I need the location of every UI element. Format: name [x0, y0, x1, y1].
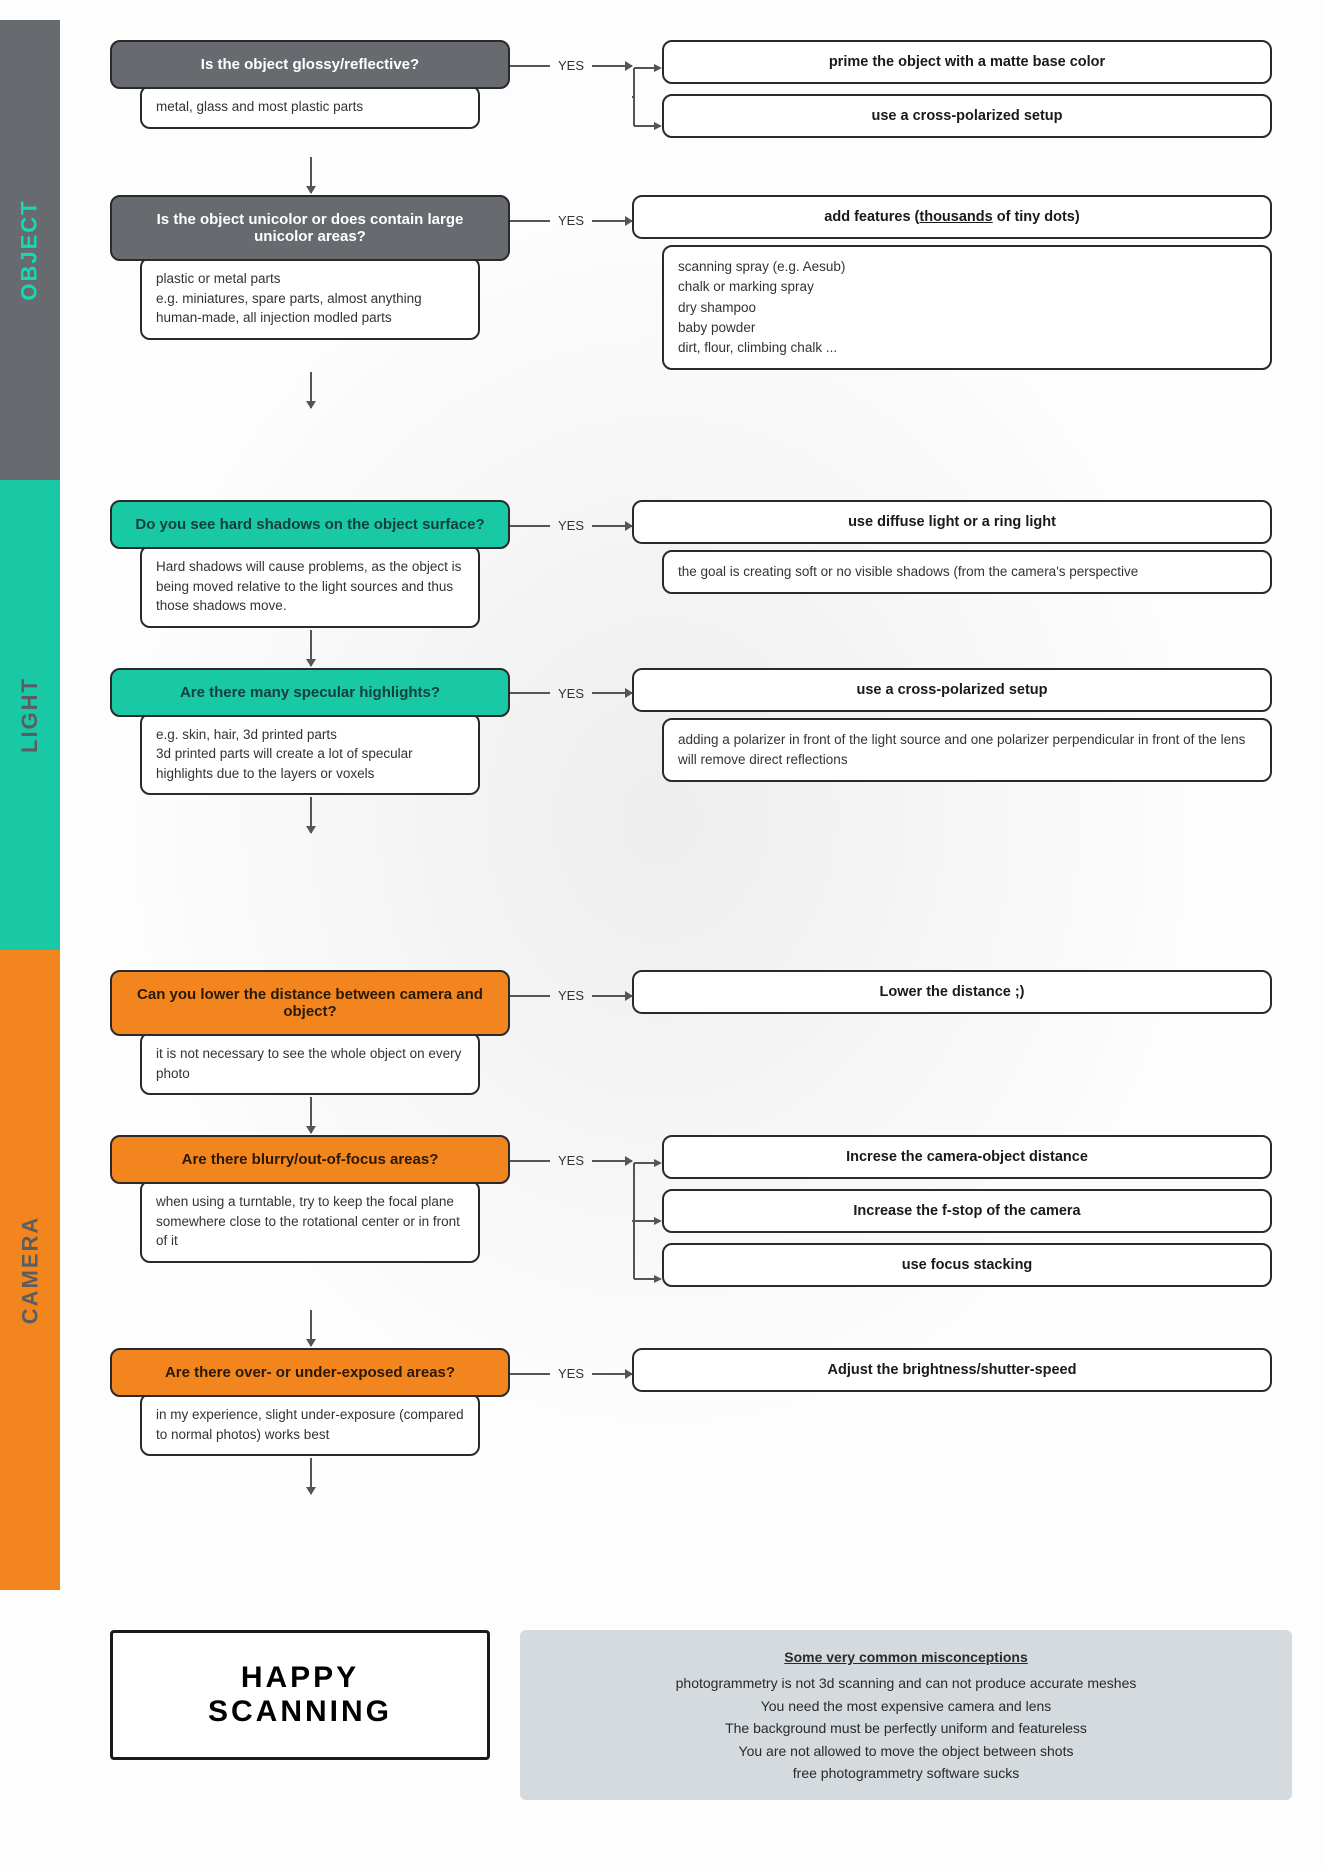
- question-subtext: e.g. skin, hair, 3d printed parts3d prin…: [140, 713, 480, 796]
- question-block: Can you lower the distance between camer…: [110, 970, 510, 1095]
- connector-yes: YES: [510, 668, 632, 701]
- decision-row: Are there over- or under-exposed areas?i…: [110, 1348, 1272, 1456]
- connector-yes: YES: [510, 40, 632, 73]
- answer-column: Adjust the brightness/shutter-speed: [632, 1348, 1272, 1392]
- branch-bracket: [632, 40, 662, 155]
- decision-row: Are there many specular highlights?e.g. …: [110, 668, 1272, 796]
- flowchart: OBJECT LIGHT CAMERA Is the object glossy/r…: [0, 0, 1322, 1610]
- answer-node: Increase the f-stop of the camera: [662, 1189, 1272, 1233]
- question-block: Are there over- or under-exposed areas?i…: [110, 1348, 510, 1456]
- yes-label: YES: [550, 213, 592, 228]
- answer-node: Increse the camera-object distance: [662, 1135, 1272, 1179]
- section-rails: OBJECT LIGHT CAMERA: [0, 20, 60, 1590]
- question-subtext: plastic or metal partse.g. miniatures, s…: [140, 257, 480, 340]
- question-block: Is the object unicolor or does contain l…: [110, 195, 510, 340]
- question-node: Do you see hard shadows on the object su…: [110, 500, 510, 549]
- down-arrow: [310, 1310, 312, 1346]
- connector-yes: YES: [510, 1135, 632, 1168]
- down-arrow: [310, 372, 312, 408]
- question-subtext: metal, glass and most plastic parts: [140, 85, 480, 129]
- rail-label-light: LIGHT: [17, 677, 43, 753]
- section-light: Do you see hard shadows on the object su…: [60, 480, 1302, 950]
- answer-node: use a cross-polarized setup: [632, 668, 1272, 712]
- rail-object: OBJECT: [0, 20, 60, 480]
- down-arrow: [310, 630, 312, 666]
- yes-label: YES: [550, 1366, 592, 1381]
- answer-subtext: the goal is creating soft or no visible …: [662, 550, 1272, 594]
- decision-row: Are there blurry/out-of-focus areas?when…: [110, 1135, 1272, 1308]
- misc-line: You need the most expensive camera and l…: [544, 1695, 1268, 1717]
- decision-row: Is the object glossy/reflective?metal, g…: [110, 40, 1272, 155]
- answer-subtext: adding a polarizer in front of the light…: [662, 718, 1272, 783]
- question-node: Are there over- or under-exposed areas?: [110, 1348, 510, 1397]
- down-arrow: [310, 157, 312, 193]
- section-object: Is the object glossy/reflective?metal, g…: [60, 20, 1302, 480]
- misc-line: photogrammetry is not 3d scanning and ca…: [544, 1672, 1268, 1694]
- question-subtext: it is not necessary to see the whole obj…: [140, 1032, 480, 1095]
- yes-label: YES: [550, 988, 592, 1003]
- question-subtext: in my experience, slight under-exposure …: [140, 1393, 480, 1456]
- question-node: Are there many specular highlights?: [110, 668, 510, 717]
- rail-label-camera: CAMERA: [17, 1216, 43, 1325]
- branch-bracket: [632, 1135, 662, 1308]
- connector-yes: YES: [510, 500, 632, 533]
- final-row: HAPPY SCANNING Some very common misconce…: [0, 1610, 1322, 1820]
- yes-label: YES: [550, 1153, 592, 1168]
- answer-column: prime the object with a matte base color…: [662, 40, 1272, 138]
- yes-label: YES: [550, 58, 592, 73]
- question-node: Is the object unicolor or does contain l…: [110, 195, 510, 261]
- answer-subtext: scanning spray (e.g. Aesub)chalk or mark…: [662, 245, 1272, 370]
- yes-label: YES: [550, 686, 592, 701]
- rail-light: LIGHT: [0, 480, 60, 950]
- answer-column: add features (thousands of tiny dots) sca…: [632, 195, 1272, 370]
- misc-line: The background must be perfectly uniform…: [544, 1717, 1268, 1739]
- question-block: Do you see hard shadows on the object su…: [110, 500, 510, 628]
- answer-column: use diffuse light or a ring light the goa…: [632, 500, 1272, 594]
- decision-row: Can you lower the distance between camer…: [110, 970, 1272, 1095]
- yes-label: YES: [550, 518, 592, 533]
- answer-node: add features (thousands of tiny dots): [632, 195, 1272, 239]
- content-column: Is the object glossy/reflective?metal, g…: [60, 20, 1302, 1590]
- question-node: Are there blurry/out-of-focus areas?: [110, 1135, 510, 1184]
- answer-column: Increse the camera-object distance Increa…: [662, 1135, 1272, 1287]
- misc-line: free photogrammetry software sucks: [544, 1762, 1268, 1784]
- answer-column: use a cross-polarized setup adding a pola…: [632, 668, 1272, 783]
- decision-row: Do you see hard shadows on the object su…: [110, 500, 1272, 628]
- misc-line: You are not allowed to move the object b…: [544, 1740, 1268, 1762]
- rail-label-object: OBJECT: [17, 199, 43, 300]
- answer-node: use focus stacking: [662, 1243, 1272, 1287]
- misconceptions-box: Some very common misconceptions photogra…: [520, 1630, 1292, 1800]
- question-node: Can you lower the distance between camer…: [110, 970, 510, 1036]
- rail-camera: CAMERA: [0, 950, 60, 1590]
- misc-title: Some very common misconceptions: [544, 1646, 1268, 1668]
- question-subtext: Hard shadows will cause problems, as the…: [140, 545, 480, 628]
- connector-yes: YES: [510, 970, 632, 1003]
- down-arrow: [310, 1458, 312, 1494]
- answer-node: Adjust the brightness/shutter-speed: [632, 1348, 1272, 1392]
- question-subtext: when using a turntable, try to keep the …: [140, 1180, 480, 1263]
- question-block: Are there blurry/out-of-focus areas?when…: [110, 1135, 510, 1263]
- answer-column: Lower the distance ;): [632, 970, 1272, 1014]
- section-camera: Can you lower the distance between camer…: [60, 950, 1302, 1590]
- answer-node: use a cross-polarized setup: [662, 94, 1272, 138]
- answer-node: use diffuse light or a ring light: [632, 500, 1272, 544]
- decision-row: Is the object unicolor or does contain l…: [110, 195, 1272, 370]
- down-arrow: [310, 797, 312, 833]
- question-node: Is the object glossy/reflective?: [110, 40, 510, 89]
- connector-yes: YES: [510, 195, 632, 228]
- final-node: HAPPY SCANNING: [110, 1630, 490, 1760]
- down-arrow: [310, 1097, 312, 1133]
- question-block: Is the object glossy/reflective?metal, g…: [110, 40, 510, 129]
- answer-node: Lower the distance ;): [632, 970, 1272, 1014]
- connector-yes: YES: [510, 1348, 632, 1381]
- answer-node: prime the object with a matte base color: [662, 40, 1272, 84]
- question-block: Are there many specular highlights?e.g. …: [110, 668, 510, 796]
